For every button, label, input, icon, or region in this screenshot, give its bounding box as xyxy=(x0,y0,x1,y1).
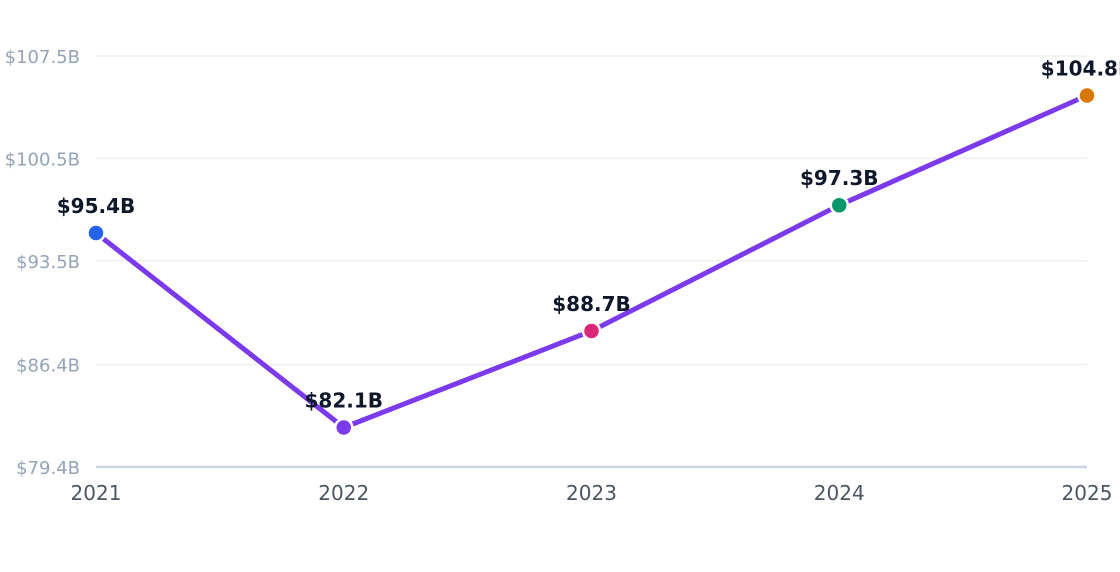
x-axis-ticks: 2021 2022 2023 2024 2025 xyxy=(71,481,1113,505)
data-label: $97.3B xyxy=(800,166,879,190)
x-tick-label: 2023 xyxy=(566,481,617,505)
y-tick-label: $93.5B xyxy=(16,252,80,273)
data-points xyxy=(86,85,1097,438)
data-point xyxy=(829,195,849,215)
x-tick-label: 2024 xyxy=(814,481,865,505)
data-point xyxy=(1077,85,1097,106)
data-point xyxy=(334,417,354,438)
data-label: $82.1B xyxy=(304,389,383,413)
y-tick-label: $107.5B xyxy=(5,47,80,68)
x-tick-label: 2022 xyxy=(318,481,369,505)
y-tick-label: $86.4B xyxy=(16,356,80,377)
data-label: $88.7B xyxy=(552,292,631,316)
y-tick-label: $79.4B xyxy=(16,458,80,479)
data-labels: $95.4B $82.1B $88.7B $97.3B $104.8B xyxy=(57,56,1120,412)
data-label: $104.8B xyxy=(1041,56,1120,80)
y-tick-label: $100.5B xyxy=(5,149,80,170)
x-tick-label: 2025 xyxy=(1062,481,1113,505)
y-axis-ticks: $79.4B $86.4B $93.5B $100.5B $107.5B xyxy=(5,47,80,479)
data-label: $95.4B xyxy=(57,194,136,218)
data-point xyxy=(581,321,602,341)
x-tick-label: 2021 xyxy=(71,481,122,505)
data-point xyxy=(86,223,106,243)
gridlines xyxy=(96,55,1087,366)
